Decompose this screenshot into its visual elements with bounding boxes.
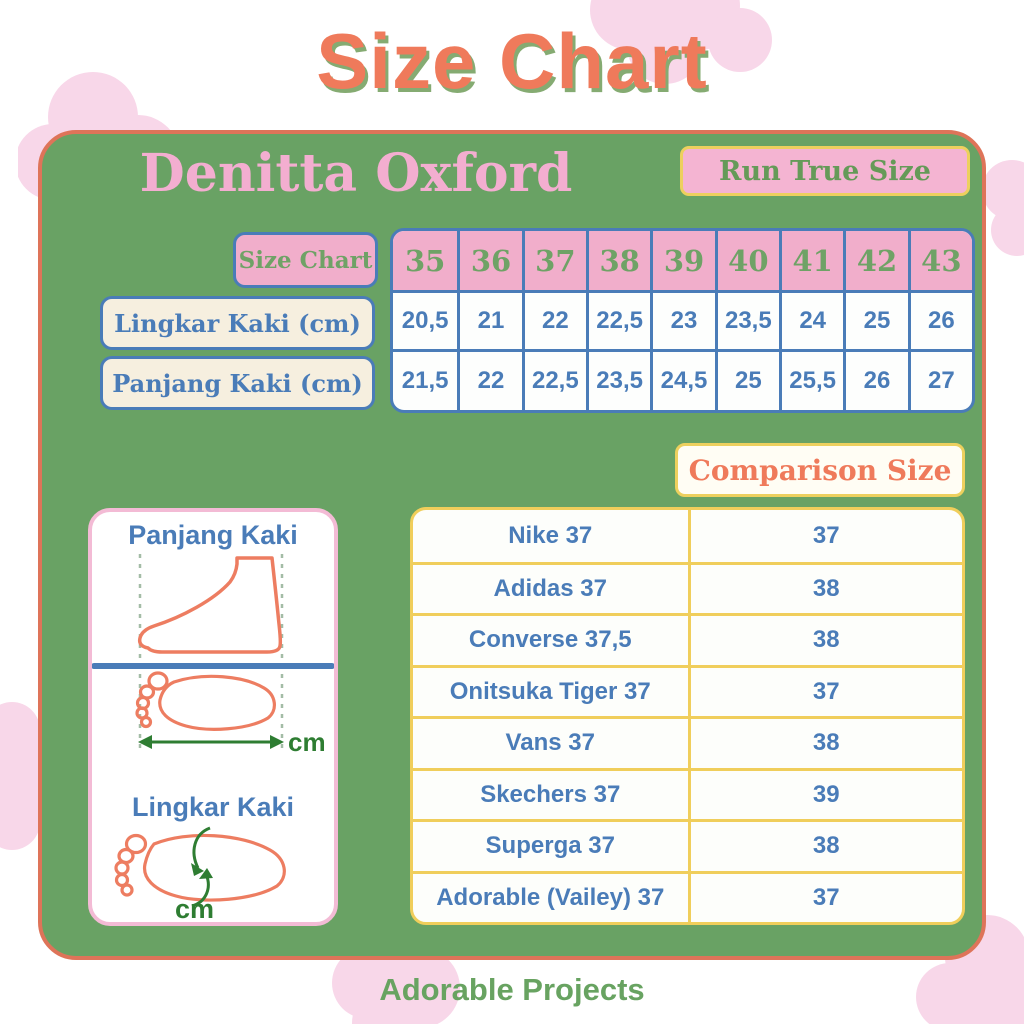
comparison-size-cell: 38 — [687, 716, 962, 768]
size-chart-panel: Denitta Oxford Run True Size Size Chart … — [38, 130, 986, 960]
panjang-value-cell: 23,5 — [586, 351, 650, 410]
size-header-cell: 39 — [650, 231, 715, 293]
comparison-brand-cell: Vans 37 — [413, 716, 688, 768]
lingkar-value-cell: 23,5 — [714, 293, 779, 352]
lingkar-value-cell: 22 — [521, 293, 586, 352]
comparison-size-cell: 37 — [687, 664, 962, 716]
comparison-brand-cell: Adorable (Vailey) 37 — [413, 870, 688, 923]
foot-side-outline — [137, 556, 283, 654]
comparison-size-cell: 39 — [687, 767, 962, 819]
lingkar-value-cell: 25 — [843, 293, 908, 352]
size-header-cell: 43 — [907, 231, 972, 293]
panjang-value-cell: 27 — [907, 351, 972, 410]
size-header-cell: 36 — [457, 231, 522, 293]
row-label-lingkar-kaki: Lingkar Kaki (cm) — [100, 296, 375, 350]
lingkar-value-cell: 21 — [457, 293, 522, 352]
size-header-cell: 37 — [521, 231, 586, 293]
panjang-value-cell: 21,5 — [401, 366, 449, 394]
lingkar-value-cell: 20,5 — [393, 293, 458, 352]
comparison-brand-cell: Onitsuka Tiger 37 — [413, 664, 688, 717]
panjang-value-cell: 25,5 — [779, 351, 843, 410]
foot-sole-outline — [114, 833, 286, 902]
size-table-corner-label: Size Chart — [233, 232, 378, 288]
panjang-value-cell: 26 — [843, 351, 907, 410]
comparison-brand-cell: Skechers 37 — [413, 767, 688, 820]
comparison-size-header: Comparison Size — [675, 443, 965, 497]
foot-girth-label: Lingkar Kaki — [131, 792, 295, 822]
flower-decoration-footer — [332, 948, 460, 1024]
comparison-size-cell: 38 — [687, 561, 962, 613]
length-arrow — [138, 735, 284, 749]
panjang-value-cell: 25 — [714, 351, 779, 410]
comparison-brand-cell: Superga 37 — [413, 819, 688, 871]
comparison-brand-cell: Converse 37,5 — [413, 613, 688, 665]
lingkar-value-cell: 26 — [907, 293, 972, 352]
flower-decoration-top — [590, 0, 772, 84]
size-header-cell: 35 — [393, 231, 458, 293]
flower-decoration-right — [982, 160, 1024, 256]
unit-label: cm — [288, 727, 326, 757]
girth-arrows — [191, 826, 213, 908]
foot-length-diagram: cm — [92, 554, 334, 757]
panjang-value-cell: 24,5 — [650, 351, 714, 410]
measurement-diagram-panel: Panjang Kaki — [88, 508, 338, 926]
comparison-size-cell: 37 — [687, 510, 963, 562]
comparison-brand-cell: Adidas 37 — [413, 561, 688, 614]
lingkar-value-cell: 24 — [779, 293, 844, 352]
size-header-cell: 42 — [843, 231, 908, 293]
comparison-size-cell: 38 — [687, 613, 962, 665]
foot-girth-diagram: cm — [114, 826, 286, 922]
panjang-value-cell: 22 — [457, 351, 521, 410]
comparison-size-cell: 37 — [687, 870, 962, 922]
panjang-value-cell: 22,5 — [521, 351, 586, 410]
unit-label: cm — [175, 894, 214, 922]
lingkar-value-cell: 22,5 — [586, 293, 651, 352]
size-header-cell: 41 — [779, 231, 844, 293]
lingkar-value-cell: 23 — [650, 293, 715, 352]
flower-decoration-bottom-right — [916, 915, 1024, 1024]
page-title: Size Chart — [316, 17, 708, 105]
comparison-size-cell: 38 — [687, 819, 962, 871]
comparison-table: Nike 37 37 Adidas 37 38 Converse 37,5 38… — [410, 507, 965, 925]
size-header-cell: 38 — [586, 231, 651, 293]
petal-decoration-left — [0, 702, 40, 850]
size-header-cell: 40 — [714, 231, 779, 293]
foot-sole-outline — [135, 671, 276, 731]
fit-badge: Run True Size — [680, 146, 970, 196]
comparison-brand-cell: Nike 37 — [508, 521, 593, 549]
product-name: Denitta Oxford — [139, 143, 573, 204]
row-label-panjang-kaki: Panjang Kaki (cm) — [100, 356, 375, 410]
size-table: 35 36 37 38 39 40 41 42 43 20,5 21 22 22… — [390, 228, 975, 413]
brand-footer: Adorable Projects — [379, 972, 645, 1007]
foot-length-label: Panjang Kaki — [128, 520, 298, 550]
